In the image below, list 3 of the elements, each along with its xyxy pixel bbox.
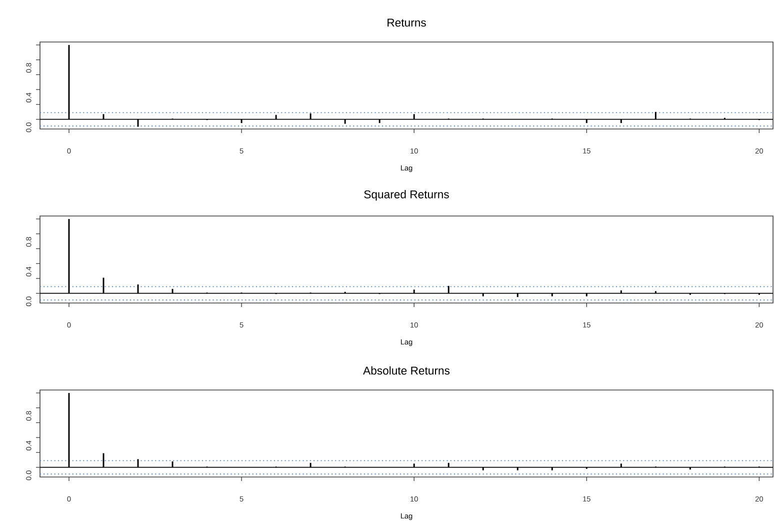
chart-title: Squared Returns xyxy=(364,190,449,201)
chart-title: Returns xyxy=(388,18,426,27)
chart-title: Absolute Returns xyxy=(363,366,450,375)
